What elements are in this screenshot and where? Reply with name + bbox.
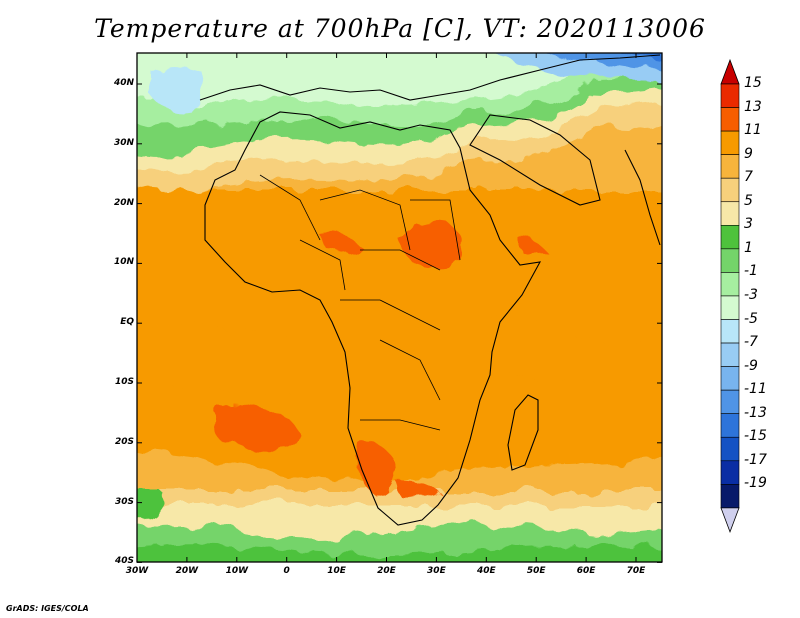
colorbar-label: 13 [744,98,762,115]
lon-label: 50E [526,566,546,576]
plot-frame [136,52,663,563]
colorbar-swatch [720,389,740,414]
axis-ticks [136,53,662,563]
colorbar-swatch [720,154,740,179]
india-coast [624,149,661,246]
colorbar-label: -9 [744,357,758,374]
colorbar-label: 7 [744,169,753,186]
colorbar-swatch [720,484,740,509]
colorbar-label: -17 [744,451,767,468]
colorbar-label: 5 [744,192,753,209]
colorbar-label: 3 [744,216,753,233]
lat-label: 30N [113,137,134,148]
map-title: Temperature at 700hPa [C], VT: 202011300… [94,14,706,43]
lon-label: 20W [175,566,199,576]
colorbar-top-arrow [720,58,740,85]
colorbar-swatch [720,342,740,367]
internal-borders [259,174,461,431]
colorbar-label: 11 [744,122,762,139]
colorbar-bottom-arrow [720,507,740,534]
colorbar-label: -3 [744,286,758,303]
lon-label: 30E [427,566,446,576]
arabia-coast [469,114,601,206]
temperature-field [137,53,662,562]
colorbar-label: 9 [744,145,753,162]
africa-coast [204,111,542,526]
colorbar-swatch [720,83,740,108]
colorbar-label: -19 [744,475,767,492]
colorbar-swatch [720,225,740,250]
lat-label: 20S [114,436,134,447]
colorbar-label: -1 [744,263,758,280]
lat-label: 20N [113,197,134,208]
colorbar-swatch [720,319,740,344]
lon-label: 70E [626,566,646,576]
colorbar-swatch [720,460,740,485]
lat-label: 40S [114,556,134,567]
lon-label: 30W [125,566,149,576]
colorbar-swatch [720,107,740,132]
colorbar-label: -11 [744,381,767,398]
colorbar-swatch [720,366,740,391]
colorbar [720,58,740,534]
colorbar-label: -5 [744,310,758,327]
colorbar-swatch [720,413,740,438]
colorbar-swatch [720,201,740,226]
grads-credit: GrADS: IGES/COLA [6,604,89,613]
madagascar-coast [507,394,539,471]
colorbar-label: -13 [744,404,767,421]
lat-label: 10N [113,257,134,268]
lat-label: 30S [114,496,134,507]
colorbar-swatch [720,272,740,297]
colorbar-swatch [720,177,740,203]
colorbar-swatch [720,295,740,320]
lat-label: EQ [120,317,134,328]
lon-label: 40E [476,566,496,576]
lon-label: 10E [327,566,346,576]
colorbar-label: 1 [744,239,753,256]
lon-label: 60E [576,566,596,576]
colorbar-label: -15 [744,428,767,445]
lat-label: 10S [114,377,134,387]
colorbar-label: 15 [744,75,762,91]
lon-label: 20E [377,566,396,576]
colorbar-swatch [720,248,740,273]
lon-label: 10W [225,566,249,576]
coastlines [199,54,661,526]
lat-label: 40N [113,78,134,88]
lon-label: 0 [283,566,290,576]
colorbar-label: -7 [744,334,758,351]
colorbar-swatch [720,436,740,462]
europe-coast [199,54,661,101]
colorbar-swatch [720,130,740,155]
